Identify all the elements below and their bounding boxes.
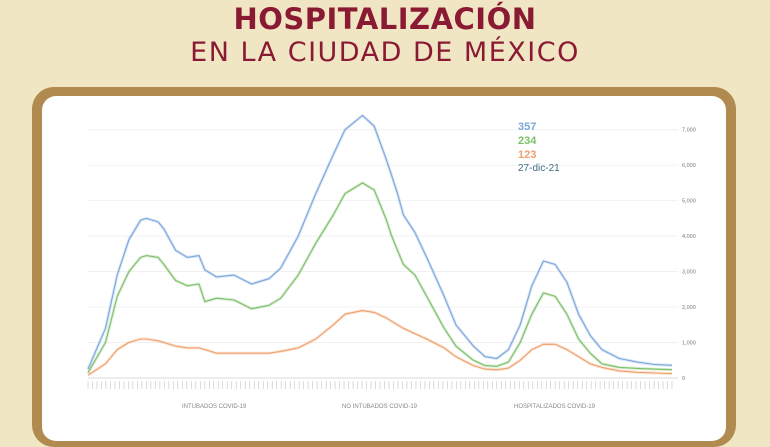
chart-panel: 0 1,000 2,000 3,000 4,000 5,000 6,000 7,000 357… bbox=[42, 96, 726, 441]
y-tick-label: 5,000 bbox=[682, 199, 696, 205]
chart-grid bbox=[88, 129, 678, 379]
y-axis-ticks: 0 1,000 2,000 3,000 4,000 5,000 6,000 7,000 bbox=[682, 128, 696, 382]
annotation-no-intubados: 234 bbox=[518, 135, 537, 147]
series-glow-intubados bbox=[87, 309, 673, 377]
series-line-no_intubados bbox=[87, 182, 673, 373]
series-glow-hospitalizados bbox=[86, 114, 673, 370]
y-tick-label: 3,000 bbox=[682, 270, 696, 276]
page-title: HOSPITALIZACIÓN bbox=[233, 2, 537, 36]
legend-hospitalizados: HOSPITALIZADOS COVID-19 bbox=[514, 404, 596, 410]
y-tick-label: 4,000 bbox=[682, 234, 696, 240]
series-line-hospitalizados bbox=[87, 114, 673, 370]
annotation-intubados: 123 bbox=[518, 149, 536, 161]
y-tick-label: 1,000 bbox=[682, 341, 696, 347]
y-tick-label: 2,000 bbox=[682, 305, 696, 311]
line-chart: 0 1,000 2,000 3,000 4,000 5,000 6,000 7,000 357… bbox=[86, 114, 696, 410]
y-tick-label: 0 bbox=[682, 376, 685, 382]
chart-series bbox=[86, 114, 673, 377]
y-tick-label: 7,000 bbox=[682, 128, 696, 134]
legend-no-intubados: NO INTUBADOS COVID-19 bbox=[342, 404, 418, 410]
page-subtitle: EN LA CIUDAD DE MÉXICO bbox=[190, 37, 580, 68]
series-glow-no_intubados bbox=[86, 181, 673, 374]
annotation-hospitalizados: 357 bbox=[518, 121, 536, 133]
series-line-intubados bbox=[87, 310, 673, 376]
x-ticks bbox=[87, 381, 673, 389]
y-tick-label: 6,000 bbox=[682, 163, 696, 169]
legend-intubados: INTUBADOS COVID-19 bbox=[182, 404, 247, 410]
annotation-date: 27-dic-21 bbox=[518, 163, 560, 174]
